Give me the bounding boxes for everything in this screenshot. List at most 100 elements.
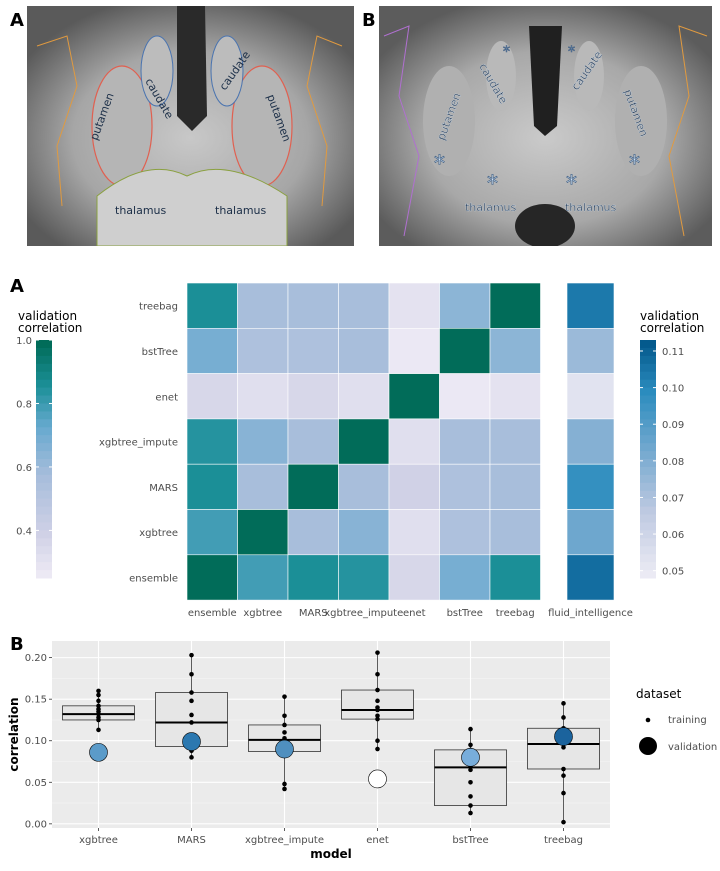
legend-left-swatch xyxy=(36,546,52,555)
heatmap-cell xyxy=(237,418,289,465)
heatmap-cell xyxy=(186,327,238,374)
legend-left-swatch xyxy=(36,347,52,357)
heatmap-cell xyxy=(388,509,440,556)
mri-image-right: * * * * * * caudate caudate putamen puta… xyxy=(379,6,712,246)
legend-validation-label: validation xyxy=(668,742,717,753)
heatmap-cell xyxy=(489,509,541,556)
legend-left-swatch xyxy=(36,474,52,484)
legend-left-swatch xyxy=(36,514,52,523)
legend-left-tick-label: 1.0 xyxy=(16,336,32,347)
legend-left-swatch xyxy=(36,411,52,420)
validation-point xyxy=(368,769,387,789)
x-tick-label: treebag xyxy=(544,835,583,846)
heatmap-cell xyxy=(388,418,440,465)
training-point xyxy=(282,694,287,699)
legend-right-tick-label: 0.11 xyxy=(662,347,684,358)
boxplot-panel xyxy=(52,641,610,828)
training-point xyxy=(189,652,194,658)
heatmap-cell xyxy=(287,418,339,465)
heatmap-cell xyxy=(489,327,541,374)
heatmap-cell xyxy=(186,373,238,420)
legend-left-swatch xyxy=(36,427,52,436)
training-point xyxy=(468,794,473,799)
heatmap-fi-cell xyxy=(566,554,615,601)
legend-right-swatch xyxy=(640,546,656,555)
training-point xyxy=(468,810,473,816)
training-point xyxy=(96,698,101,704)
legend-right-tick-label: 0.07 xyxy=(662,493,684,504)
legend-left-tick-label: 0.4 xyxy=(16,526,32,537)
training-point xyxy=(282,781,287,787)
x-tick-label: enet xyxy=(366,835,389,846)
training-point xyxy=(282,735,287,741)
heatmap-fi-cell xyxy=(566,373,615,420)
legend-left-tick-label: 0.8 xyxy=(16,399,32,410)
training-point xyxy=(468,803,473,808)
heatmap-cell xyxy=(439,463,491,510)
y-tick-label: 0.00 xyxy=(25,819,47,830)
heatmap-xlabel: bstTree xyxy=(447,608,483,619)
heatmap-cell xyxy=(237,373,289,420)
heatmap-ylabel: xgbtree xyxy=(139,528,178,539)
legend-right-swatch xyxy=(640,474,656,484)
legend-right-swatch xyxy=(640,379,656,389)
mri-label-thalamus-left: thalamus xyxy=(115,204,167,217)
y-tick-label: 0.20 xyxy=(25,653,47,664)
heatmap-fi-xlabel: fluid_intelligence xyxy=(548,608,633,619)
asterisk-caudate-right-icon: * xyxy=(568,44,575,60)
training-point xyxy=(189,712,194,718)
training-point xyxy=(468,779,473,785)
training-point xyxy=(561,773,566,778)
training-point xyxy=(561,701,566,706)
heatmap-cell xyxy=(338,554,390,601)
legend-left-swatch xyxy=(36,570,52,579)
legend-left-swatch xyxy=(36,379,52,389)
heatmap-cell xyxy=(388,373,440,420)
legend-right-swatch xyxy=(640,355,656,365)
heatmap-fi-cell xyxy=(566,463,615,510)
validation-point xyxy=(182,732,201,751)
heatmap-cell xyxy=(237,463,289,510)
heatmap-cell xyxy=(439,282,491,329)
heatmap-cell xyxy=(388,554,440,601)
legend-left-swatch xyxy=(36,530,52,539)
heatmap-cell xyxy=(186,463,238,510)
legend-left-swatch xyxy=(36,538,52,547)
training-point xyxy=(375,687,380,693)
heatmap-cell xyxy=(489,463,541,510)
legend-right-swatch xyxy=(640,371,656,381)
training-point xyxy=(561,715,566,720)
training-point xyxy=(468,726,473,732)
heatmap-xlabel: xgbtree xyxy=(243,608,282,619)
training-point xyxy=(96,706,101,712)
legend-right-swatch xyxy=(640,347,656,357)
legend-right-tick-label: 0.10 xyxy=(662,384,684,395)
heatmap-xlabel: treebag xyxy=(496,608,535,619)
legend-left-swatch xyxy=(36,562,52,571)
heatmap-ylabel: enet xyxy=(155,392,178,403)
legend-right-swatch xyxy=(640,459,656,468)
legend-training-label: training xyxy=(668,715,707,726)
training-point xyxy=(561,766,566,772)
heatmap-cell xyxy=(237,554,289,601)
heatmap-xlabel: MARS xyxy=(299,608,328,619)
heatmap-cell xyxy=(237,509,289,556)
heatmap-cell xyxy=(489,418,541,465)
legend-right-swatch xyxy=(640,387,656,397)
heatmap-cell xyxy=(489,282,541,329)
heatmap-cell xyxy=(186,554,238,601)
training-point xyxy=(561,819,566,825)
validation-point xyxy=(89,743,108,762)
training-point xyxy=(282,722,287,728)
training-point xyxy=(189,755,194,760)
legend-left-swatch xyxy=(36,443,52,452)
training-point xyxy=(375,705,380,710)
legend-left-title-line2: correlation xyxy=(18,321,82,335)
heatmap-cell xyxy=(388,282,440,329)
boxplot-chart: 0.00 0.05 0.10 0.15 0.20 xgbtree MARS xgbtree_… xyxy=(7,641,717,861)
legend-left-swatch xyxy=(36,482,52,492)
training-point xyxy=(375,738,380,744)
legend-right-swatch xyxy=(640,490,656,500)
legend-left-swatch xyxy=(36,459,52,468)
legend-right-swatch xyxy=(640,435,656,444)
